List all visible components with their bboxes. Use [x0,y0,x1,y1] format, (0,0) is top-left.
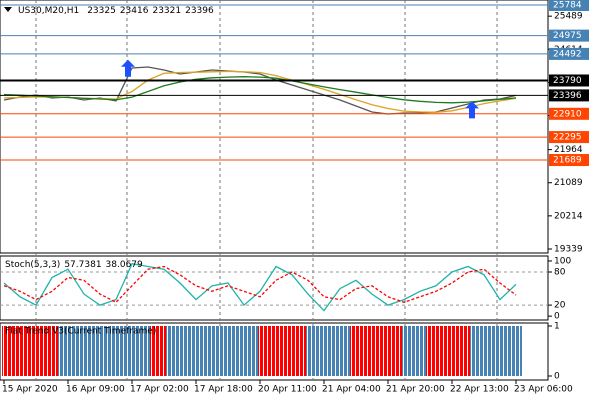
level-label: 23790 [553,76,582,86]
trend-stripes [470,326,522,376]
indicator-title: Flat Trend V3(Current Timeframe) [5,327,156,337]
trend-stripes [306,326,350,376]
title-arrow [4,7,12,12]
level-label: 21689 [553,156,582,166]
level-label: 24492 [553,49,582,59]
trend-stripes [426,326,470,376]
x-tick-label: 22 Apr 13:00 [450,385,509,395]
x-tick-label: 16 Apr 09:00 [66,385,125,395]
x-tick-label: 20 Apr 11:00 [258,385,317,395]
series-line [3,265,517,304]
x-tick-label: 21 Apr 04:00 [322,385,381,395]
trend-stripes [258,326,306,376]
level-label-bg [549,74,589,87]
level-label-bg [549,0,589,11]
series-line [3,76,517,104]
level-label-bg [549,154,589,167]
chart-title: US30,M20,H1 23325 23416 23321 23396 [18,6,214,16]
stoch-frame [0,255,549,321]
ohlc-value: 23321 [152,6,181,16]
level-label: 25784 [553,0,582,10]
y-tick-label: 21964 [554,145,583,155]
y-tick-label: 20214 [554,211,583,221]
level-label: 23396 [553,91,582,101]
last-value: 57.7381 [64,260,101,270]
level-label-bg [549,107,589,120]
level-label: 22910 [553,109,582,119]
x-tick-label: 21 Apr 20:00 [386,385,445,395]
trend-stripes [166,326,258,376]
level-label-bg [549,29,589,42]
y-tick-label: 0 [554,372,560,382]
y-tick-label: 1 [554,322,560,332]
level-label-bg [549,131,589,144]
level-label: 24975 [553,31,582,41]
ohlc-value: 23325 [87,6,116,16]
y-tick-label: 80 [554,268,566,278]
main-frame [0,0,549,254]
level-label-bg [549,89,589,102]
last-value: 38.0679 [106,260,143,270]
y-tick-label: 20 [554,301,566,311]
indicator-title: Stoch(5,3,3) 57.7381 38.0679 [5,260,143,270]
trend-stripes [58,326,150,376]
series-line [3,262,517,312]
signal-arrow [121,59,135,77]
x-tick-label: 23 Apr 06:00 [514,385,573,395]
x-tick-label: 15 Apr 2020 [2,385,58,395]
trend-stripes [150,326,166,376]
trend-stripes [350,326,402,376]
trend-frame [0,322,549,381]
trend-stripes [402,326,426,376]
series-line [3,66,517,115]
ohlc-value: 23416 [120,6,149,16]
y-tick-label: 25489 [554,12,583,22]
y-tick-label: 0 [554,312,560,322]
name: Stoch(5,3,3) [5,260,60,270]
ohlc-value: 23396 [185,6,214,16]
symbol: US30,M20,H1 [18,6,79,16]
level-label: 22295 [553,133,582,143]
trend-stripes [2,326,58,376]
level-label-bg [549,47,589,60]
x-tick-label: 17 Apr 18:00 [194,385,253,395]
x-tick-label: 17 Apr 02:00 [130,385,189,395]
signal-arrow [465,101,479,119]
y-tick-label: 21089 [554,178,583,188]
y-tick-label: 100 [554,256,571,266]
y-tick-label: 19339 [554,244,583,254]
